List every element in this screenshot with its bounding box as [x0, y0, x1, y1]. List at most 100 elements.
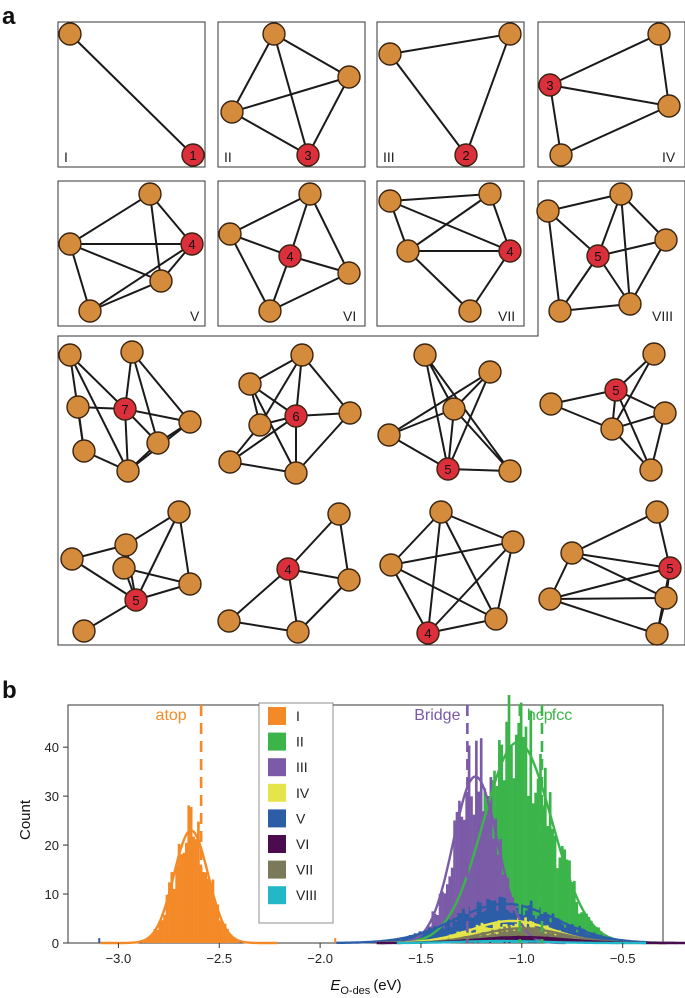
graph-edge [424, 354, 511, 472]
atom-node [72, 439, 96, 463]
cluster-graph: 7 [58, 340, 202, 483]
graph-edge [571, 511, 658, 554]
histogram-bar [578, 925, 581, 943]
atom-node [378, 189, 402, 213]
histogram-bar [460, 816, 464, 943]
graph-edge [440, 511, 514, 543]
histogram-bar [494, 818, 498, 943]
graph-edge [249, 383, 297, 474]
histogram-bar [556, 930, 560, 943]
histogram-bar [505, 721, 508, 943]
graph-edge [469, 250, 511, 312]
site-marker-label: fcc [552, 707, 572, 724]
histogram-bar [447, 919, 451, 943]
histogram-bar [487, 796, 490, 943]
atom-node [116, 459, 140, 483]
histogram-bar [561, 932, 565, 943]
y-tick-label: 20 [45, 838, 59, 853]
site-coordination-label: 7 [121, 402, 128, 417]
histogram-bar [216, 904, 220, 943]
graph-edge [89, 243, 193, 312]
histogram-bar [448, 876, 452, 943]
histogram-bar [541, 913, 545, 943]
legend-label: II [296, 734, 304, 750]
histogram-bar [521, 936, 525, 943]
atom-node [654, 228, 678, 252]
legend-label: III [296, 759, 308, 775]
histogram-bar [98, 938, 101, 943]
histogram-bar [499, 839, 502, 943]
histogram-bar [211, 879, 215, 943]
graph-edge [549, 598, 658, 635]
histogram-bar [496, 854, 500, 943]
atom-node [114, 533, 138, 557]
histogram-bar [565, 859, 569, 943]
site-coordination-label: 4 [506, 244, 513, 259]
cluster-graph: 4 [218, 182, 361, 323]
x-tick-label: −1.0 [509, 951, 535, 966]
site-coordination-label: 6 [292, 409, 299, 424]
atom-node [138, 182, 162, 206]
atom-node [377, 423, 401, 447]
graph-edge [389, 33, 511, 55]
y-tick-label: 40 [45, 740, 59, 755]
histogram-bar [155, 929, 159, 943]
cluster-graph: 4 [58, 182, 204, 323]
atom-node [654, 586, 678, 610]
atom-node [478, 360, 502, 384]
histogram-bar [484, 815, 488, 943]
histogram-bar [165, 894, 169, 943]
atom-node [458, 299, 482, 323]
histogram-bar [151, 935, 154, 943]
atom-node [337, 568, 361, 592]
histogram-bar [391, 939, 395, 943]
histogram-bar [233, 937, 237, 943]
graph-edge [69, 33, 194, 156]
histogram-bar [477, 791, 481, 943]
legend-label: VII [296, 862, 313, 878]
atom-node [220, 100, 244, 124]
histogram-bar [524, 726, 528, 943]
graph-edge [571, 552, 667, 599]
histogram-bar [541, 928, 545, 943]
cluster-graph: 5 [538, 500, 682, 646]
graph-edge [231, 33, 275, 113]
atom-node [217, 609, 241, 633]
cluster-graph: 4 [378, 182, 522, 323]
histogram-bar [209, 883, 212, 943]
atom-node [536, 199, 560, 223]
cluster-graph: 1 [58, 22, 205, 167]
site-coordination-label: 4 [286, 249, 293, 264]
histogram-bar [470, 796, 473, 943]
histogram-bar [556, 868, 559, 943]
histogram-bar [445, 884, 449, 943]
histogram-bar [462, 908, 465, 943]
histogram-bar [498, 896, 502, 943]
histogram-bar [539, 753, 542, 943]
atom-node [290, 343, 314, 367]
atom-node [378, 42, 402, 66]
legend-swatch [268, 809, 286, 828]
histogram-bar [223, 923, 227, 943]
atom-node [498, 459, 522, 483]
atom-node [248, 413, 272, 437]
motif-label: I [64, 149, 68, 165]
graph-edge [658, 33, 670, 107]
atom-node [645, 622, 669, 646]
histogram-bar [585, 913, 588, 943]
histogram-bar [529, 936, 532, 943]
histogram-bar [600, 934, 603, 943]
histogram-bar [514, 734, 518, 943]
atom-node [58, 232, 82, 256]
cluster-graph: 2 [378, 22, 522, 167]
atom-node [396, 239, 420, 263]
histogram-bar [527, 795, 530, 943]
graph-edge [549, 567, 671, 600]
histogram-bar [566, 923, 569, 943]
graph-edge [131, 351, 159, 444]
histogram-bar [536, 778, 540, 943]
histogram-bar [580, 928, 584, 943]
histogram-bar [454, 921, 458, 943]
atom-node [327, 502, 351, 526]
